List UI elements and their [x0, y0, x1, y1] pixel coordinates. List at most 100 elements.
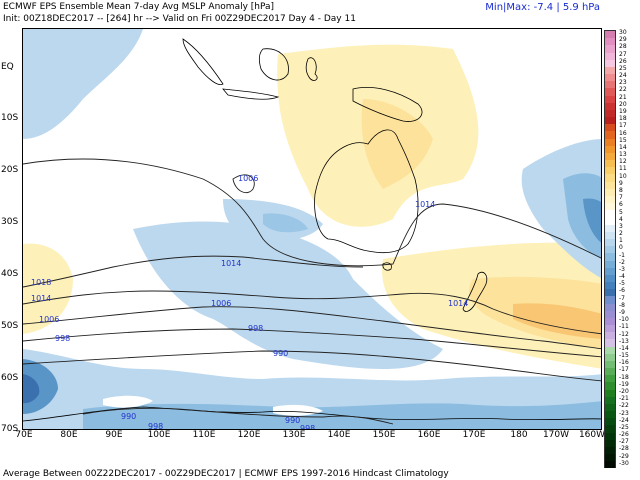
colorbar-swatch	[605, 109, 615, 118]
colorbar-tick-label: 16	[619, 129, 627, 137]
colorbar-tick-label: -27	[619, 438, 629, 446]
lon-label-70e: 70E	[15, 430, 33, 440]
colorbar-swatch	[605, 411, 615, 419]
colorbar-tick-label: 18	[619, 115, 627, 123]
coastlines	[23, 38, 601, 422]
lon-label-140e: 140E	[327, 430, 351, 440]
colorbar-swatch	[605, 310, 615, 318]
colorbar-swatch	[605, 439, 615, 447]
colorbar-swatch	[605, 174, 615, 182]
colorbar-tick-label: -14	[619, 344, 629, 352]
colorbar-swatch	[605, 203, 615, 211]
contour-label: 990	[285, 416, 300, 425]
colorbar-swatch	[605, 418, 615, 426]
colorbar-tick-label: 0	[619, 244, 623, 252]
lon-label-180: 180	[510, 430, 528, 440]
colorbar-swatch	[605, 210, 615, 218]
lat-label-20s: 20S	[1, 165, 19, 175]
footer-caption: Average Between 00Z22DEC2017 - 00Z29DEC2…	[3, 469, 449, 479]
contour-label: 1014	[31, 294, 51, 303]
lon-label-170w: 170W	[542, 430, 570, 440]
colorbar-swatch	[605, 181, 615, 189]
colorbar-tick-label: 1	[619, 237, 623, 245]
colorbar-tick-label: 10	[619, 172, 627, 180]
colorbar-tick-label: -8	[619, 301, 625, 309]
colorbar-swatch	[605, 74, 615, 82]
colorbar-tick-label: -10	[619, 316, 629, 324]
lon-label-120e: 120E	[237, 430, 261, 440]
colorbar-tick-label: -4	[619, 273, 625, 281]
colorbar-swatch	[605, 246, 615, 254]
colorbar-swatch	[605, 260, 615, 268]
colorbar-swatch	[605, 224, 615, 232]
colorbar-swatch	[605, 389, 615, 397]
colorbar-tick-label: -1	[619, 251, 625, 259]
colorbar-swatch	[605, 81, 615, 89]
colorbar-swatch	[605, 339, 615, 347]
colorbar-tick-label: 15	[619, 136, 627, 144]
contour-label: 1014	[415, 200, 435, 209]
colorbar-tick-label: -12	[619, 330, 629, 338]
colorbar-swatch	[605, 59, 615, 67]
colorbar-tick-label: 24	[619, 72, 627, 80]
lon-label-130e: 130E	[282, 430, 306, 440]
colorbar-tick-label: -18	[619, 373, 629, 381]
colorbar-tick-label: -19	[619, 380, 629, 388]
colorbar-swatch	[605, 446, 615, 455]
colorbar-swatch	[605, 131, 615, 139]
colorbar-swatch	[605, 117, 615, 125]
colorbar-tick-label: 28	[619, 43, 627, 51]
colorbar-swatch	[605, 138, 615, 146]
colorbar-tick-label: 11	[619, 165, 627, 173]
colorbar-swatch	[605, 231, 615, 239]
colorbar-swatch	[605, 303, 615, 311]
lon-label-170e: 170E	[462, 430, 486, 440]
min-max-readout: Min|Max: -7.4 | 5.9 hPa	[485, 2, 600, 13]
lon-label-90e: 90E	[105, 430, 123, 440]
contour-label: 998	[55, 334, 70, 343]
contour-label: 1006	[39, 315, 59, 324]
map-panel: 1006 1014 1018 1014 1014 1006 998 1006 9…	[22, 28, 602, 430]
colorbar-swatch	[605, 195, 615, 204]
colorbar-tick-label: -11	[619, 323, 629, 331]
colorbar-tick-label: -20	[619, 388, 629, 396]
contour-label: 998	[248, 324, 263, 333]
colorbar-tick-label: 30	[619, 29, 627, 36]
lon-label-100e: 100E	[147, 430, 171, 440]
contour-labels: 1006 1014 1018 1014 1014 1006 998 1006 9…	[31, 174, 468, 429]
colorbar-swatch	[605, 360, 615, 369]
colorbar-tick-label: -24	[619, 416, 629, 424]
colorbar-swatch	[605, 425, 615, 433]
colorbar-swatch	[605, 296, 615, 304]
anomaly-map: 1006 1014 1018 1014 1014 1006 998 1006 9…	[23, 29, 601, 429]
colorbar-tick-label: 17	[619, 122, 627, 130]
lon-label-160e: 160E	[417, 430, 441, 440]
colorbar-swatch	[605, 382, 615, 390]
colorbar-swatch	[605, 253, 615, 261]
colorbar-tick-label: -17	[619, 366, 629, 374]
contour-label: 1014	[448, 299, 468, 308]
colorbar	[604, 30, 616, 469]
colorbar-tick-label: 13	[619, 151, 627, 159]
lat-label-eq: EQ	[1, 62, 14, 72]
lat-label-70s: 70S	[1, 424, 19, 434]
contour-label: 1018	[31, 278, 51, 287]
contour-label: 1006	[211, 299, 231, 308]
colorbar-tick-label: 26	[619, 57, 627, 65]
colorbar-swatch	[605, 31, 615, 39]
lat-label-40s: 40S	[1, 269, 19, 279]
colorbar-tick-label: -16	[619, 359, 629, 367]
colorbar-swatch	[605, 353, 615, 361]
colorbar-tick-label: 8	[619, 186, 623, 194]
colorbar-swatch	[605, 267, 615, 275]
lon-label-150e: 150E	[372, 430, 396, 440]
colorbar-tick-label: -30	[619, 459, 629, 467]
isobars	[23, 158, 601, 425]
colorbar-tick-label: 6	[619, 201, 623, 209]
lat-label-60s: 60S	[1, 373, 19, 383]
colorbar-tick-label: 4	[619, 215, 623, 223]
colorbar-swatch	[605, 52, 615, 60]
colorbar-swatch	[605, 38, 615, 46]
colorbar-tick-label: -2	[619, 258, 625, 266]
colorbar-swatch	[605, 66, 615, 75]
